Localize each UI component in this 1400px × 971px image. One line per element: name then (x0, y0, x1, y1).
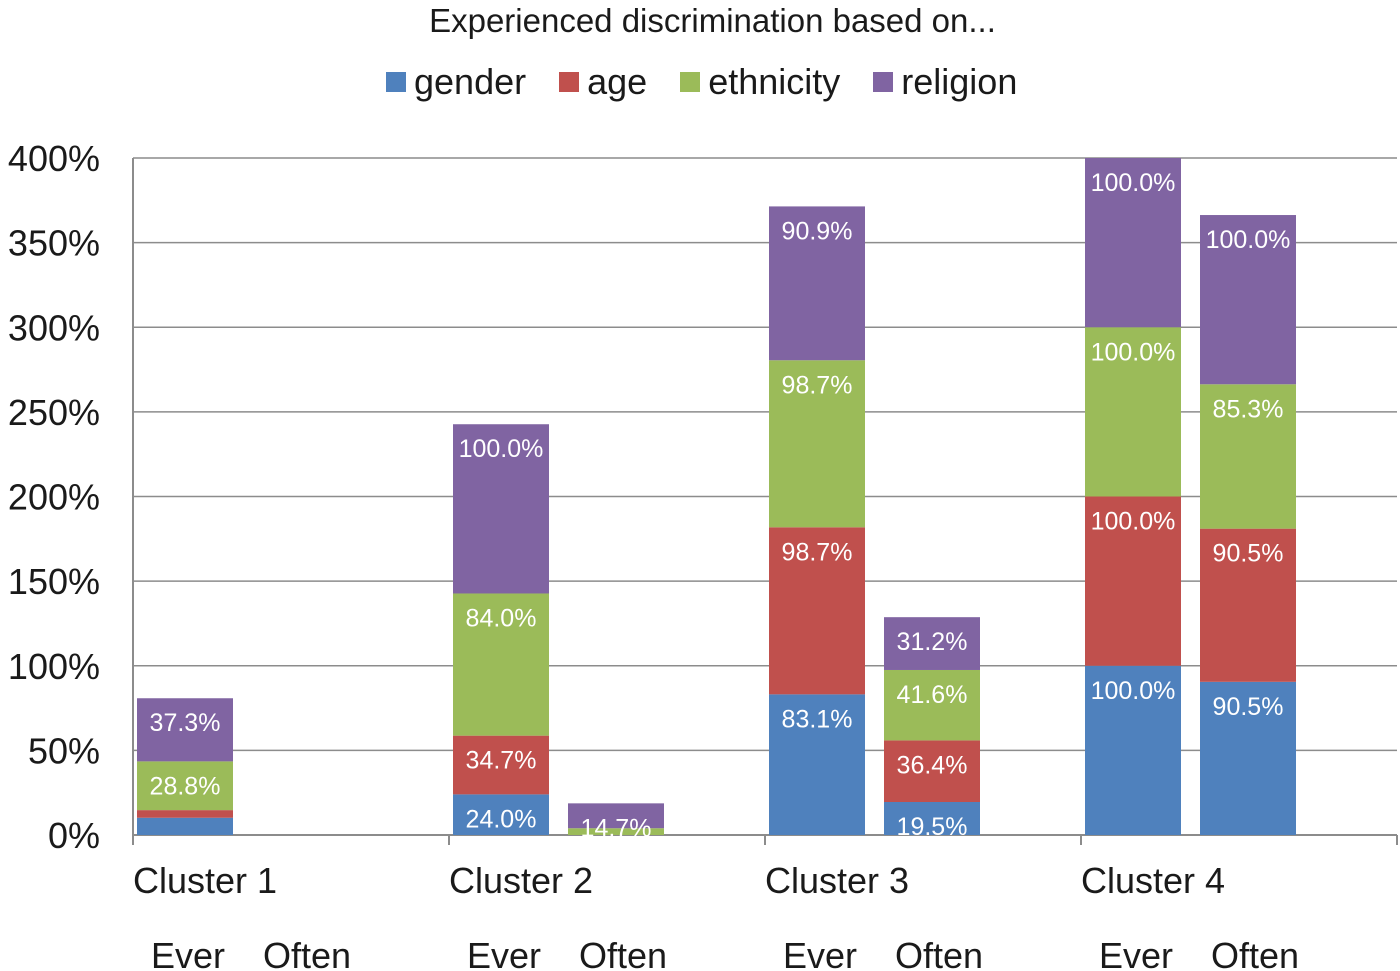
data-label-gender: 24.0% (466, 805, 537, 833)
bar-segment-ethnicity (568, 828, 664, 835)
x-group-label: Cluster 2 (449, 860, 593, 901)
legend: gender age ethnicity religion (386, 61, 1050, 103)
x-bar-label: Ever (783, 935, 857, 971)
x-bar-label: Often (263, 935, 351, 971)
data-label-religion: 100.0% (1091, 169, 1176, 197)
bar-segment-gender (1200, 681, 1296, 835)
legend-label-gender: gender (414, 61, 527, 102)
bar-segment-ethnicity (1200, 384, 1296, 529)
bar-segment-age (884, 740, 980, 802)
x-group-label: Cluster 1 (133, 860, 277, 901)
data-label-gender: 83.1% (782, 705, 853, 733)
bar-segment-age (137, 810, 233, 818)
data-label-age: 36.4% (897, 751, 968, 779)
bar-segment-age (769, 527, 865, 695)
data-label-ethnicity: 41.6% (897, 681, 968, 709)
y-tick-label: 350% (8, 223, 100, 264)
x-bar-label: Often (579, 935, 667, 971)
bar-segment-ethnicity (1085, 327, 1181, 497)
x-bar-label: Ever (467, 935, 541, 971)
data-label-ethnicity: 98.7% (782, 371, 853, 399)
y-tick-label: 250% (8, 392, 100, 433)
bar-segment-gender (137, 817, 233, 835)
data-label-age: 34.7% (466, 747, 537, 775)
legend-item-ethnicity: ethnicity (680, 61, 840, 103)
bar-segment-gender (884, 801, 980, 835)
bar-segment-religion (1085, 158, 1181, 328)
data-label-gender: 100.0% (1091, 677, 1176, 705)
x-bar-label: Often (895, 935, 983, 971)
bar-segment-age (1085, 496, 1181, 666)
bar-segment-ethnicity (769, 360, 865, 528)
data-label-religion: 100.0% (459, 435, 544, 463)
legend-item-age: age (559, 61, 647, 103)
legend-item-gender: gender (386, 61, 526, 103)
data-label-age: 100.0% (1091, 508, 1176, 536)
bar-segment-gender (453, 794, 549, 835)
data-label-religion: 14.7% (581, 814, 652, 842)
bar-segment-age (1200, 528, 1296, 682)
data-label-age: 90.5% (1213, 540, 1284, 568)
bar-segment-religion (453, 424, 549, 594)
legend-label-religion: religion (901, 61, 1018, 102)
y-tick-label: 150% (8, 561, 100, 602)
y-tick-label: 400% (8, 138, 100, 179)
bar-segment-gender (1085, 665, 1181, 835)
legend-swatch-age (559, 72, 580, 92)
x-group-label: Cluster 3 (765, 860, 909, 901)
data-label-age: 98.7% (782, 538, 853, 566)
y-tick-label: 100% (8, 646, 100, 687)
legend-swatch-religion (873, 72, 894, 92)
x-group-label: Cluster 4 (1081, 860, 1225, 901)
bar-segment-religion (769, 206, 865, 361)
y-tick-label: 200% (8, 477, 100, 518)
bar-segment-ethnicity (137, 761, 233, 811)
x-bar-label: Ever (151, 935, 225, 971)
data-label-religion: 100.0% (1206, 226, 1291, 254)
data-label-religion: 90.9% (782, 217, 853, 245)
x-bar-label: Ever (1099, 935, 1173, 971)
bar-segment-age (453, 735, 549, 795)
data-label-ethnicity: 100.0% (1091, 338, 1176, 366)
y-tick-label: 50% (28, 730, 100, 771)
data-label-gender: 90.5% (1213, 693, 1284, 721)
data-label-ethnicity: 28.8% (150, 772, 221, 800)
bar-segment-religion (137, 698, 233, 762)
data-label-religion: 31.2% (897, 628, 968, 656)
bar-segment-ethnicity (884, 669, 980, 741)
bar-segment-religion (568, 803, 664, 829)
legend-label-ethnicity: ethnicity (708, 61, 841, 102)
data-label-gender: 19.5% (897, 813, 968, 841)
bar-segment-religion (884, 617, 980, 670)
legend-item-religion: religion (873, 61, 1017, 103)
legend-swatch-gender (386, 72, 406, 92)
bar-segment-religion (1200, 215, 1296, 385)
x-bar-label: Often (1211, 935, 1299, 971)
chart-title: Experienced discrimination based on... (429, 2, 996, 39)
data-label-ethnicity: 84.0% (466, 604, 537, 632)
y-tick-label: 0% (48, 815, 100, 856)
legend-swatch-ethnicity (680, 72, 701, 92)
data-label-religion: 37.3% (150, 709, 221, 737)
data-label-ethnicity: 85.3% (1213, 395, 1284, 423)
bar-segment-gender (769, 694, 865, 835)
legend-label-age: age (587, 61, 648, 102)
y-tick-label: 300% (8, 307, 100, 348)
bar-segment-ethnicity (453, 593, 549, 736)
